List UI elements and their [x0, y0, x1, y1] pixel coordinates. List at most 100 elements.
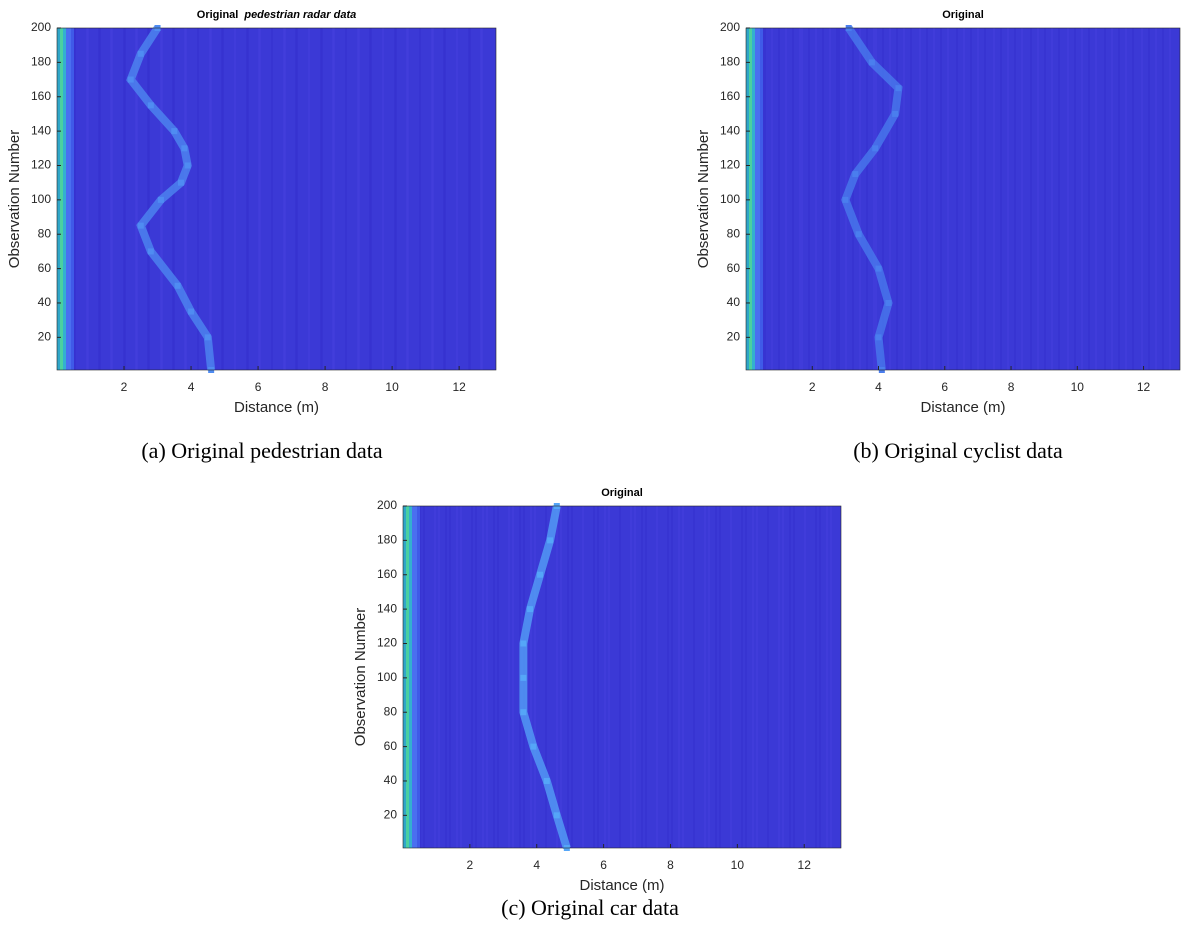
texture-stripe	[1155, 28, 1157, 370]
ridge-cell	[147, 248, 154, 255]
texture-stripe	[708, 506, 710, 848]
y-tick-label: 80	[727, 226, 741, 240]
near-band	[746, 28, 749, 370]
y-tick-label: 200	[31, 20, 51, 34]
y-tick-label: 200	[720, 20, 740, 34]
texture-stripe	[641, 506, 643, 848]
y-tick-label: 160	[377, 567, 397, 581]
y-tick-label: 200	[377, 498, 397, 512]
texture-stripe	[830, 506, 832, 848]
texture-stripe	[836, 28, 838, 370]
texture-stripe	[977, 28, 979, 370]
caption: (c) Original car data	[501, 895, 679, 920]
texture-stripe	[882, 28, 884, 370]
texture-stripe	[767, 506, 769, 848]
texture-stripe	[1111, 28, 1113, 370]
texture-stripe	[358, 28, 360, 370]
ridge-cell	[547, 537, 554, 544]
texture-stripe	[1051, 28, 1053, 370]
ridge-cell	[127, 76, 134, 83]
texture-stripe	[866, 28, 868, 370]
texture-stripe	[778, 28, 780, 370]
y-tick-label: 140	[377, 601, 397, 615]
x-tick-label: 4	[875, 380, 882, 394]
texture-stripe	[423, 506, 425, 848]
texture-stripe	[475, 506, 477, 848]
ridge-cell	[855, 231, 862, 238]
texture-stripe	[321, 28, 323, 370]
plot-area	[57, 28, 496, 370]
texture-stripe	[370, 28, 372, 370]
x-tick-label: 10	[1071, 380, 1085, 394]
texture-stripe	[752, 506, 754, 848]
texture-stripe	[582, 506, 584, 848]
texture-stripe	[571, 506, 573, 848]
x-tick-label: 2	[467, 858, 474, 872]
y-tick-label: 20	[38, 330, 52, 344]
texture-stripe	[993, 28, 995, 370]
ridge-cell	[181, 145, 188, 152]
y-tick-label: 160	[720, 89, 740, 103]
near-band	[417, 506, 420, 848]
texture-stripe	[1132, 28, 1134, 370]
chart-title: Original pedestrian radar data	[197, 9, 356, 21]
texture-stripe	[460, 506, 462, 848]
texture-stripe	[497, 506, 499, 848]
texture-stripe	[434, 506, 436, 848]
texture-stripe	[704, 506, 706, 848]
texture-stripe	[715, 506, 717, 848]
texture-stripe	[136, 28, 138, 370]
texture-stripe	[148, 28, 150, 370]
texture-stripe	[693, 506, 695, 848]
texture-stripe	[789, 506, 791, 848]
y-tick-label: 120	[720, 158, 740, 172]
texture-stripe	[185, 28, 187, 370]
ridge-cell	[892, 110, 899, 117]
texture-stripe	[271, 28, 273, 370]
texture-stripe	[678, 506, 680, 848]
y-tick-label: 120	[31, 158, 51, 172]
texture-stripe	[512, 506, 514, 848]
y-tick-label: 20	[727, 330, 741, 344]
texture-stripe	[1088, 28, 1090, 370]
y-tick-label: 140	[720, 123, 740, 137]
texture-stripe	[1095, 28, 1097, 370]
texture-stripe	[111, 28, 113, 370]
texture-stripe	[741, 506, 743, 848]
ridge-cell	[147, 102, 154, 109]
ridge-cell	[188, 308, 195, 315]
texture-stripe	[801, 28, 803, 370]
texture-stripe	[956, 28, 958, 370]
texture-stripe	[87, 28, 89, 370]
y-axis-label: Observation Number	[6, 130, 23, 268]
title-main: Original	[601, 487, 643, 499]
texture-stripe	[656, 506, 658, 848]
ridge-cell	[868, 59, 875, 66]
texture-stripe	[308, 28, 310, 370]
y-tick-label: 20	[384, 808, 398, 822]
texture-stripe	[530, 506, 532, 848]
texture-stripe	[719, 506, 721, 848]
x-tick-label: 10	[385, 380, 399, 394]
near-band	[755, 28, 760, 370]
texture-stripe	[1141, 28, 1143, 370]
texture-stripe	[792, 28, 794, 370]
chart-title: Original	[942, 9, 984, 21]
texture-stripe	[432, 28, 434, 370]
texture-stripe	[815, 506, 817, 848]
y-tick-label: 100	[31, 192, 51, 206]
texture-stripe	[808, 28, 810, 370]
ridge-cell	[520, 674, 527, 681]
texture-stripe	[469, 28, 471, 370]
texture-stripe	[1014, 28, 1016, 370]
x-tick-label: 2	[809, 380, 816, 394]
y-tick-label: 180	[31, 55, 51, 69]
ridge-cell	[520, 640, 527, 647]
texture-stripe	[486, 506, 488, 848]
texture-stripe	[545, 506, 547, 848]
chart-title: Original	[601, 487, 643, 499]
y-tick-label: 120	[377, 636, 397, 650]
ridge-cell	[875, 334, 882, 341]
texture-stripe	[764, 28, 766, 370]
texture-stripe	[799, 28, 801, 370]
